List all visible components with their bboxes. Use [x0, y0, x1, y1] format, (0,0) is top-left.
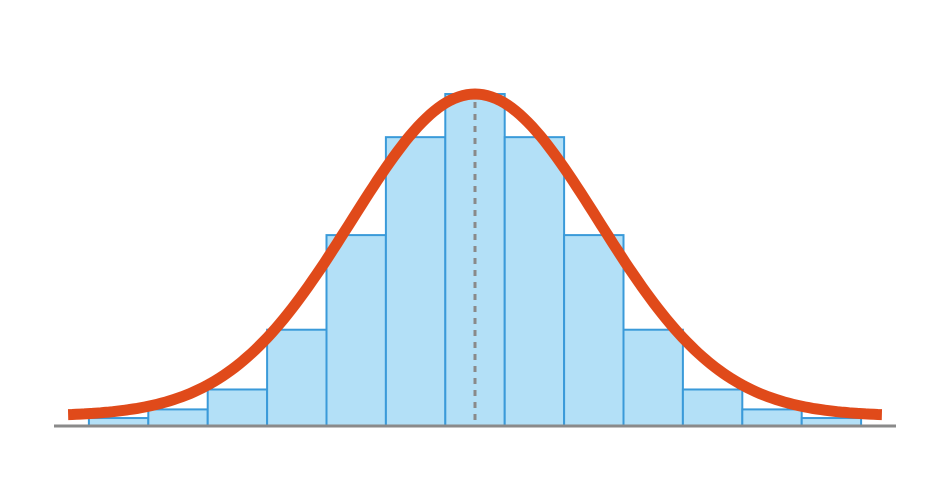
- histogram-bar: [266, 328, 328, 427]
- histogram-bar: [206, 388, 269, 428]
- histogram-bar: [503, 136, 566, 427]
- normal-curve: [67, 88, 883, 421]
- histogram-bar: [741, 408, 803, 427]
- histogram-bar: [563, 234, 625, 427]
- histogram-bar: [384, 136, 447, 427]
- histogram-bar: [622, 328, 684, 427]
- histogram-bar: [147, 408, 209, 427]
- histogram-bar: [325, 234, 387, 427]
- bars-group: [87, 93, 863, 428]
- histogram-bar: [681, 388, 744, 428]
